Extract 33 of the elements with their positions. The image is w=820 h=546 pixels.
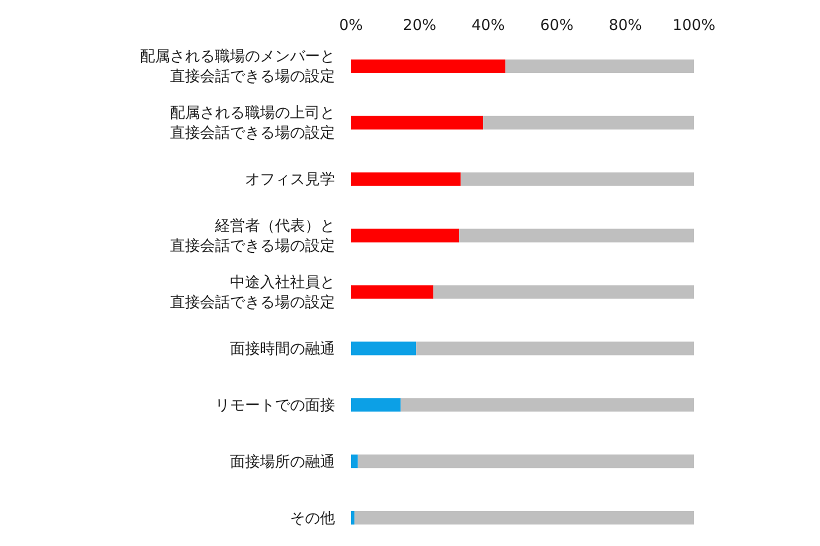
x-tick-label: 60% bbox=[540, 16, 574, 34]
x-tick-label: 80% bbox=[608, 16, 642, 34]
bar bbox=[354, 511, 694, 525]
bar bbox=[351, 59, 506, 73]
y-tick-label: オフィス見学 bbox=[245, 170, 335, 188]
bar bbox=[483, 116, 694, 130]
bar bbox=[505, 59, 694, 73]
x-tick-label: 100% bbox=[672, 16, 716, 34]
y-tick-label: 配属される職場のメンバーと直接会話できる場の設定 bbox=[140, 47, 335, 86]
x-tick-label: 40% bbox=[472, 16, 505, 34]
y-tick-label: 中途入社社員と直接会話できる場の設定 bbox=[170, 273, 335, 311]
bar bbox=[358, 454, 694, 468]
y-tick-label: 面接時間の融通 bbox=[230, 339, 335, 358]
bar bbox=[351, 454, 358, 468]
bar bbox=[351, 342, 416, 356]
y-tick-label: 配属される職場の上司と直接会話できる場の設定 bbox=[170, 104, 335, 142]
bar bbox=[416, 342, 694, 356]
bar bbox=[351, 398, 401, 412]
y-tick-label: 経営者（代表）と直接会話できる場の設定 bbox=[170, 216, 335, 255]
bar bbox=[351, 285, 434, 299]
bar bbox=[459, 228, 694, 242]
bar bbox=[351, 172, 461, 186]
bar bbox=[460, 172, 694, 186]
y-tick-label: その他 bbox=[290, 508, 335, 527]
bar bbox=[433, 285, 694, 299]
bar bbox=[351, 116, 484, 130]
y-tick-label: リモートでの面接 bbox=[215, 396, 335, 414]
x-tick-label: 0% bbox=[339, 16, 363, 34]
bar bbox=[351, 511, 354, 525]
bar bbox=[351, 228, 460, 242]
x-tick-label: 20% bbox=[402, 16, 436, 34]
y-tick-label: 面接場所の融通 bbox=[230, 452, 335, 470]
bar bbox=[400, 398, 694, 412]
